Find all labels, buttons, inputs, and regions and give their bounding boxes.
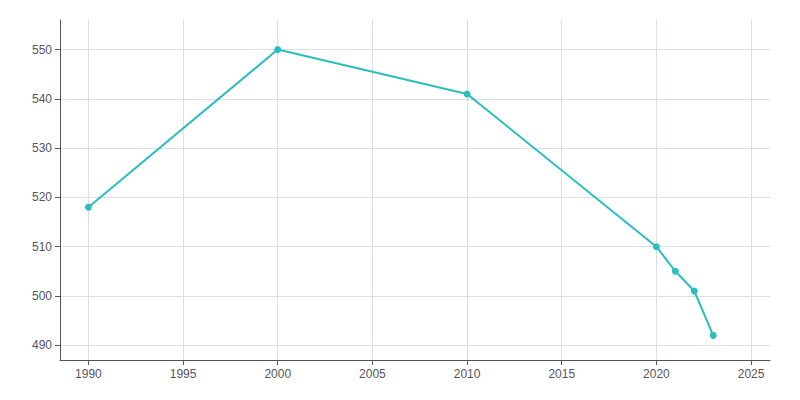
- svg-text:2025: 2025: [738, 367, 765, 381]
- svg-text:520: 520: [32, 190, 52, 204]
- svg-text:500: 500: [32, 289, 52, 303]
- svg-text:2000: 2000: [264, 367, 291, 381]
- svg-text:530: 530: [32, 141, 52, 155]
- svg-text:550: 550: [32, 43, 52, 57]
- svg-text:2010: 2010: [454, 367, 481, 381]
- svg-text:510: 510: [32, 240, 52, 254]
- svg-text:2015: 2015: [548, 367, 575, 381]
- svg-text:1995: 1995: [170, 367, 197, 381]
- svg-text:2005: 2005: [359, 367, 386, 381]
- svg-text:2020: 2020: [643, 367, 670, 381]
- svg-text:1990: 1990: [75, 367, 102, 381]
- svg-text:540: 540: [32, 92, 52, 106]
- svg-text:490: 490: [32, 338, 52, 352]
